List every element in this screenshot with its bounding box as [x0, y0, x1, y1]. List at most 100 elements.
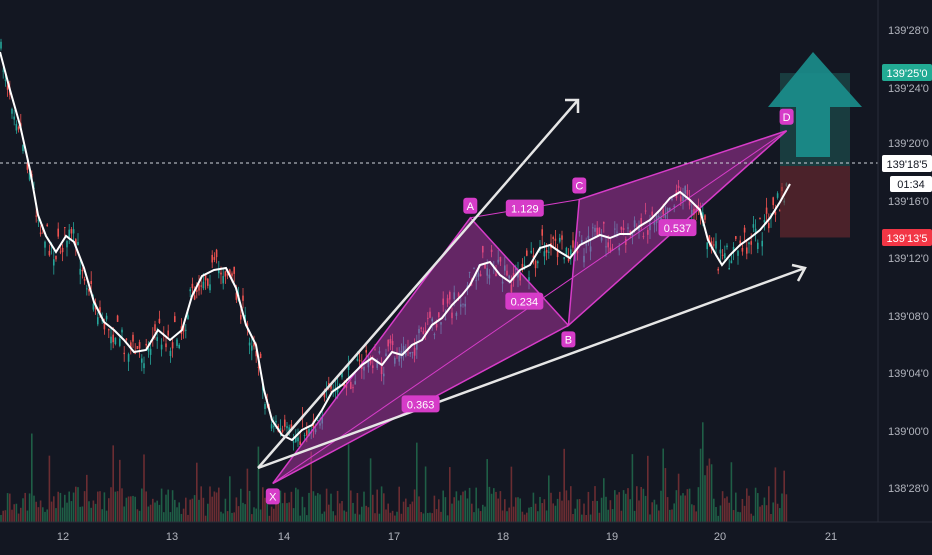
volume-bar: [464, 490, 466, 522]
candle-body: [251, 345, 253, 351]
volume-bar: [548, 475, 550, 522]
volume-bar: [310, 451, 312, 522]
price-axis[interactable]: 139'28'0 139'24'0 139'20'0 139'16'0 139'12'0…: [877, 0, 932, 522]
position-loss-zone[interactable]: [780, 166, 850, 238]
candle-body: [336, 387, 339, 393]
candle-body: [211, 254, 213, 263]
candle-body: [53, 259, 55, 266]
candle-body: [449, 292, 451, 300]
candle-body: [108, 329, 110, 331]
volume-bar: [750, 513, 752, 522]
candle-body: [644, 210, 647, 212]
candle-body: [706, 242, 708, 250]
volume-bar: [552, 503, 554, 522]
time-tick-label: 20: [714, 531, 726, 543]
pattern-point-x[interactable]: X: [265, 488, 280, 505]
volume-bar: [191, 498, 194, 522]
volume-bar: [462, 491, 464, 522]
candle-body: [666, 208, 669, 214]
candle-body: [717, 268, 719, 271]
volume-bar: [341, 501, 343, 522]
candle-body: [563, 257, 565, 260]
volume-bar: [528, 507, 530, 522]
volume-bar: [200, 486, 202, 522]
candle-body: [207, 278, 209, 286]
trend-arrow-upper[interactable]: [257, 98, 580, 469]
volume-bar: [68, 491, 70, 522]
pattern-point-d[interactable]: D: [779, 108, 794, 125]
volume-bar: [411, 501, 414, 522]
volume-bar: [523, 514, 526, 522]
candle-body: [28, 172, 31, 180]
volume-bar: [433, 495, 436, 522]
volume-bar: [649, 514, 651, 522]
volume-bar: [724, 498, 726, 522]
volume-bar: [405, 498, 407, 522]
volume-bar: [565, 490, 568, 522]
candle-body: [693, 208, 695, 215]
volume-bar: [776, 503, 779, 522]
volume-bar: [61, 507, 64, 522]
volume-bar: [468, 487, 471, 522]
time-tick-label: 17: [388, 531, 400, 543]
candle-body: [369, 357, 372, 364]
volume-bar: [220, 511, 222, 522]
pattern-point-a[interactable]: A: [463, 197, 478, 214]
volume-bar: [475, 487, 477, 522]
volume-bar: [783, 470, 785, 522]
candle-body: [464, 303, 466, 307]
candle-body: [446, 298, 449, 304]
volume-bar: [121, 488, 123, 522]
volume-bar: [46, 509, 48, 522]
candle-body: [651, 211, 653, 216]
volume-bar: [343, 510, 345, 522]
volume-bar: [442, 490, 444, 522]
candle-body: [482, 246, 484, 253]
time-tick-label: 13: [166, 531, 178, 543]
candle-body: [119, 338, 121, 346]
moving-average-line[interactable]: [0, 51, 791, 442]
candle-body: [748, 242, 750, 245]
candle-body: [110, 336, 112, 344]
volume-bar: [136, 509, 139, 522]
time-axis[interactable]: 12 13 14 17 18 19 20 21: [0, 521, 932, 543]
volume-bar: [517, 497, 519, 522]
volume-bar: [409, 504, 411, 522]
candle-body: [149, 348, 152, 355]
candle-body: [486, 268, 488, 276]
candle-body: [35, 215, 37, 217]
candle-body: [90, 281, 92, 285]
volume-bar: [545, 510, 548, 522]
candle-body: [83, 279, 86, 281]
volume-bar: [235, 497, 238, 522]
candle-body: [728, 267, 730, 270]
volume-bar: [11, 509, 13, 522]
candle-body: [191, 283, 194, 289]
candle-body: [15, 123, 18, 131]
pattern-point-b[interactable]: B: [561, 331, 576, 348]
volume-bar: [295, 487, 297, 522]
candle-body: [358, 359, 361, 362]
volume-bar: [105, 510, 108, 522]
volume-bar: [387, 503, 389, 522]
volume-bar: [288, 502, 290, 522]
pattern-point-c[interactable]: C: [572, 177, 587, 194]
volume-bar: [497, 498, 499, 522]
volume-bar: [83, 491, 86, 522]
candle-body: [691, 210, 693, 215]
candle-body: [402, 346, 405, 354]
candle-body: [658, 215, 660, 218]
candle-body: [185, 329, 187, 331]
volume-bar: [691, 504, 693, 522]
price-tick-label: 139'24'0: [888, 83, 929, 95]
volume-bar: [312, 491, 315, 522]
volume-bar: [761, 505, 763, 522]
volume-bar: [427, 513, 429, 522]
candle-body: [616, 231, 618, 233]
candle-body: [330, 385, 332, 389]
candle-body: [323, 393, 326, 398]
trend-arrow-lower[interactable]: [257, 263, 807, 470]
volume-bar: [752, 515, 755, 522]
